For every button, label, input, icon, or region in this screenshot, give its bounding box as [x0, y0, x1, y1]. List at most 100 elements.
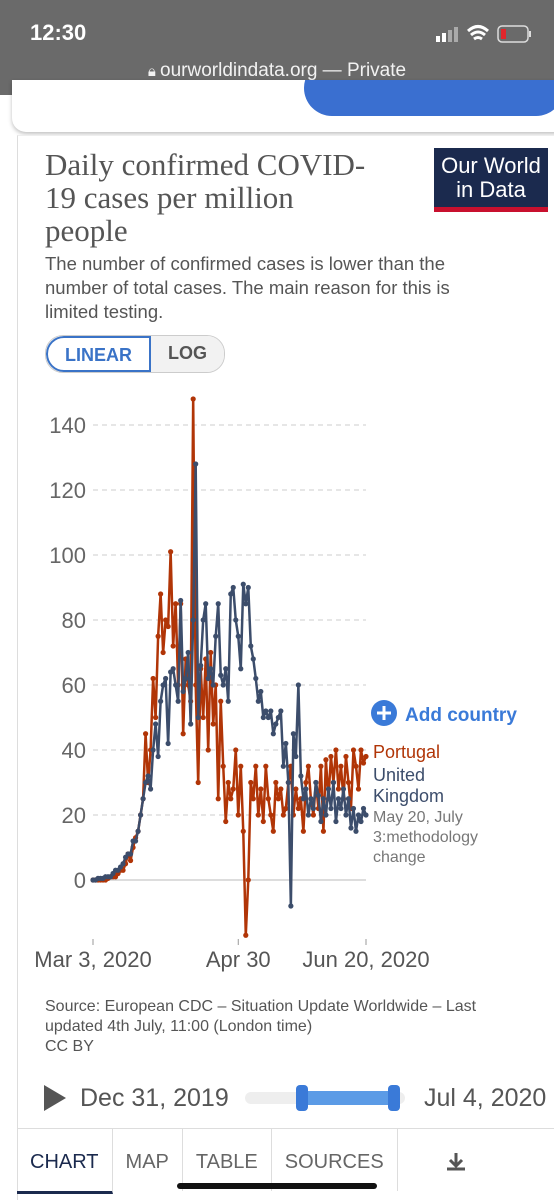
data-point — [343, 753, 349, 760]
y-tick-label: 140 — [49, 413, 86, 438]
data-point — [163, 675, 169, 682]
y-tick-label: 100 — [49, 543, 86, 568]
data-point — [328, 753, 334, 760]
url[interactable]: 🔒︎ ourworldindata.org — Private — [147, 60, 407, 81]
data-point — [195, 779, 201, 786]
legend-label[interactable]: United Kingdom — [373, 765, 445, 806]
play-button[interactable] — [40, 1082, 70, 1114]
data-point — [120, 861, 126, 867]
data-point — [290, 731, 296, 737]
add-country[interactable]: Add country — [371, 700, 517, 726]
data-point — [260, 818, 266, 825]
clock: 12:30 — [30, 20, 87, 45]
logo[interactable]: Our World in Data — [434, 148, 548, 212]
chart-card — [17, 135, 554, 1200]
data-point — [230, 584, 236, 591]
data-point — [205, 747, 211, 753]
data-point — [258, 688, 264, 695]
tab-bar: CHART MAP TABLE SOURCES — [17, 1128, 554, 1194]
data-point — [350, 805, 357, 812]
data-point — [233, 747, 239, 753]
data-point — [348, 825, 354, 831]
data-point — [313, 779, 319, 786]
log-button[interactable]: LOG — [151, 336, 224, 372]
add-icon-plus — [377, 706, 391, 720]
legend-label[interactable]: Portugal — [373, 742, 441, 762]
download-tab[interactable] — [398, 1129, 534, 1191]
data-point — [293, 786, 299, 792]
tab[interactable]: SOURCES — [272, 1129, 398, 1191]
data-point — [330, 779, 337, 786]
data-point — [303, 779, 309, 786]
data-point — [225, 698, 231, 704]
data-point — [245, 584, 251, 591]
data-point — [295, 682, 301, 688]
data-point — [183, 675, 189, 682]
data-point — [142, 779, 149, 786]
data-point — [273, 779, 279, 786]
data-point — [283, 805, 289, 812]
data-point — [355, 812, 362, 818]
data-point — [127, 857, 134, 864]
data-point — [150, 675, 156, 682]
data-point — [353, 763, 359, 769]
data-point — [305, 763, 311, 769]
data-point — [363, 753, 369, 760]
data-point — [303, 786, 309, 792]
data-point — [165, 623, 171, 630]
data-point — [308, 796, 314, 802]
data-point — [240, 828, 246, 834]
annotation-text: May 20, July 3:methodology change — [373, 809, 478, 866]
data-point — [225, 779, 231, 786]
data-point — [358, 818, 364, 825]
data-point — [220, 682, 226, 688]
tab[interactable]: MAP — [113, 1129, 183, 1191]
data-point — [200, 714, 206, 721]
data-point — [345, 796, 352, 802]
data-point — [343, 812, 349, 818]
data-point — [132, 838, 139, 844]
data-point — [235, 812, 241, 818]
data-point — [135, 828, 141, 834]
data-point — [218, 698, 224, 704]
source-text: Source: European CDC – Situation Update … — [45, 998, 477, 1035]
data-point — [178, 597, 184, 604]
data-point — [185, 649, 191, 656]
data-point — [228, 796, 234, 802]
data-point — [255, 698, 261, 704]
data-point — [305, 812, 311, 818]
data-point — [142, 731, 149, 737]
data-point — [360, 805, 367, 812]
data-point — [363, 812, 369, 818]
data-point — [275, 796, 281, 802]
data-point — [293, 753, 299, 760]
data-point — [190, 617, 196, 623]
select-countries-button[interactable] — [304, 80, 554, 116]
data-point — [153, 721, 159, 727]
data-point — [360, 760, 367, 766]
data-point — [148, 786, 154, 792]
linear-button[interactable]: LINEAR — [46, 336, 151, 372]
download-icon — [446, 1153, 465, 1171]
data-point — [260, 714, 266, 721]
timeline-slider[interactable] — [240, 1082, 410, 1114]
data-point — [158, 698, 164, 704]
y-tick-label: 60 — [62, 673, 86, 698]
data-point — [328, 805, 334, 812]
data-point — [205, 675, 211, 682]
data-point — [203, 601, 209, 607]
url-text: ourworldindata.org — Private — [160, 60, 407, 81]
data-point — [193, 461, 199, 467]
tab[interactable]: CHART — [17, 1129, 113, 1194]
data-point — [270, 828, 276, 834]
data-point — [320, 796, 327, 802]
data-point — [253, 763, 259, 769]
legend-item: Portugal — [373, 742, 441, 762]
data-point — [298, 773, 304, 779]
home-indicator — [177, 1183, 377, 1189]
license[interactable]: CC BY — [45, 1038, 94, 1055]
chart-title: Daily confirmed COVID-19 cases per milli… — [45, 147, 366, 248]
data-point — [318, 763, 324, 769]
tab[interactable]: TABLE — [183, 1129, 272, 1191]
chart: 0 20 40 60 80 100 120 140 Mar 3, 2020 Apr 30 Jun 2… — [34, 396, 517, 972]
